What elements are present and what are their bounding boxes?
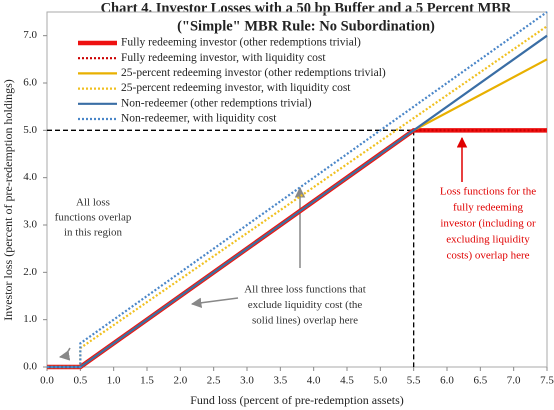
series-line <box>47 11 548 369</box>
y-tick-label: 4.0 <box>23 171 37 183</box>
x-tick-label: 1.0 <box>107 375 121 387</box>
y-tick-label: 6.0 <box>23 77 37 89</box>
annotation: investor (including or <box>440 218 536 230</box>
x-tick-label: 0.0 <box>40 375 54 387</box>
x-tick-label: 7.0 <box>507 375 521 387</box>
x-tick-label: 3.5 <box>273 375 287 387</box>
x-tick-label: 2.5 <box>207 375 221 387</box>
legend-label: Non-redeemer (other redemptions trivial) <box>121 97 312 109</box>
x-tick-label: 7.5 <box>540 375 554 387</box>
y-tick-label: 3.0 <box>23 219 37 231</box>
arrow <box>58 347 71 361</box>
chart-title: ("Simple" MBR Rule: No Subordination) <box>177 18 435 34</box>
x-tick-label: 0.5 <box>73 375 87 387</box>
y-tick-label: 7.0 <box>23 29 37 41</box>
arrow <box>190 297 239 308</box>
y-tick-label: 5.0 <box>23 124 37 136</box>
plot-frame <box>46 11 548 368</box>
x-tick-label: 3.0 <box>240 375 254 387</box>
legend-label: 25-percent redeeming investor, with liqu… <box>121 82 351 94</box>
chart-title: Chart 4. Investor Losses with a 50 bp Bu… <box>101 0 512 16</box>
x-tick-label: 6.0 <box>440 375 454 387</box>
x-tick-label: 5.5 <box>407 375 421 387</box>
annotation: in this region <box>64 227 123 239</box>
x-tick-label: 2.0 <box>173 375 187 387</box>
y-tick-label: 0.0 <box>23 361 37 373</box>
annotation: fully redeeming <box>453 202 523 214</box>
x-tick-label: 1.5 <box>140 375 154 387</box>
annotation: excluding liquidity <box>446 234 530 246</box>
x-tick-label: 5.0 <box>373 375 387 387</box>
legend-label: Fully redeeming investor, with liquidity… <box>121 52 326 64</box>
x-tick-label: 4.5 <box>340 375 354 387</box>
annotation: costs) overlap here <box>446 250 529 262</box>
annotation: Loss functions for the <box>440 186 536 198</box>
annotation: exclude liquidity cost (the <box>248 299 363 311</box>
annotation: All three loss functions that <box>244 284 366 296</box>
annotation: All loss <box>76 197 110 209</box>
y-axis-label: Investor loss (percent of pre-redemption… <box>1 79 15 321</box>
x-tick-label: 4.0 <box>307 375 321 387</box>
y-tick-label: 1.0 <box>23 313 37 325</box>
legend-label: 25-percent redeeming investor (other red… <box>121 67 386 79</box>
legend-label: Non-redeemer, with liquidity cost <box>121 113 277 125</box>
annotation: functions overlap <box>55 212 132 224</box>
legend-label: Fully redeeming investor (other redempti… <box>121 37 361 49</box>
x-axis-label: Fund loss (percent of pre-redemption ass… <box>190 393 404 407</box>
annotation: solid lines) overlap here <box>252 315 358 327</box>
x-tick-label: 6.5 <box>473 375 487 387</box>
y-tick-label: 2.0 <box>23 266 37 278</box>
